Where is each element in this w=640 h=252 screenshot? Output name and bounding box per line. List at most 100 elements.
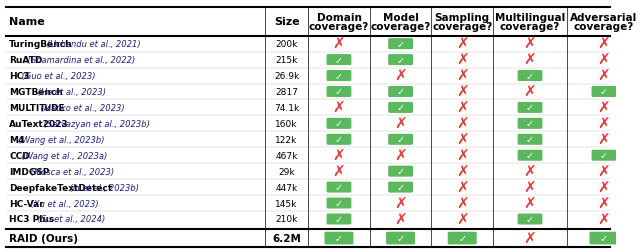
FancyBboxPatch shape bbox=[325, 233, 353, 244]
Text: ✓: ✓ bbox=[526, 119, 534, 129]
Text: (Macko et al., 2023): (Macko et al., 2023) bbox=[38, 104, 125, 112]
Text: ✗: ✗ bbox=[456, 180, 468, 195]
Text: ✓: ✓ bbox=[335, 214, 343, 224]
FancyBboxPatch shape bbox=[518, 135, 541, 145]
Text: ✓: ✓ bbox=[526, 103, 534, 113]
Text: ✗: ✗ bbox=[333, 164, 346, 179]
Text: ✓: ✓ bbox=[335, 182, 343, 192]
Text: ✓: ✓ bbox=[335, 198, 343, 208]
Text: Name: Name bbox=[9, 17, 45, 27]
FancyBboxPatch shape bbox=[327, 72, 351, 81]
Text: ✗: ✗ bbox=[598, 164, 611, 179]
Text: RuATD: RuATD bbox=[9, 56, 43, 65]
Text: ✗: ✗ bbox=[333, 37, 346, 52]
Text: 145k: 145k bbox=[275, 199, 298, 208]
Text: ✗: ✗ bbox=[394, 196, 407, 211]
Text: ✓: ✓ bbox=[458, 233, 467, 243]
Text: 74.1k: 74.1k bbox=[274, 104, 300, 112]
Text: ✓: ✓ bbox=[397, 135, 404, 145]
Text: 200k: 200k bbox=[275, 40, 298, 49]
Text: 467k: 467k bbox=[275, 151, 298, 160]
FancyBboxPatch shape bbox=[327, 214, 351, 224]
Text: coverage?: coverage? bbox=[500, 22, 560, 32]
Text: ✓: ✓ bbox=[526, 214, 534, 224]
Text: HC-Var: HC-Var bbox=[9, 199, 44, 208]
Text: ✓: ✓ bbox=[526, 71, 534, 81]
Text: (Shamardina et al., 2022): (Shamardina et al., 2022) bbox=[25, 56, 136, 65]
Text: ✗: ✗ bbox=[394, 116, 407, 131]
Text: (Su et al., 2024): (Su et al., 2024) bbox=[35, 215, 105, 224]
FancyBboxPatch shape bbox=[327, 119, 351, 129]
Text: (Sarvazyan et al., 2023b): (Sarvazyan et al., 2023b) bbox=[42, 119, 150, 128]
Text: ✗: ✗ bbox=[333, 101, 346, 115]
Text: DeepfakeTextDetect: DeepfakeTextDetect bbox=[9, 183, 113, 192]
Text: HC3: HC3 bbox=[9, 72, 29, 81]
Text: ✗: ✗ bbox=[394, 148, 407, 163]
Text: ✓: ✓ bbox=[600, 233, 608, 243]
Text: 447k: 447k bbox=[275, 183, 298, 192]
Text: ✗: ✗ bbox=[598, 196, 611, 211]
Text: 6.2M: 6.2M bbox=[272, 233, 301, 243]
Text: ✗: ✗ bbox=[456, 164, 468, 179]
FancyBboxPatch shape bbox=[327, 135, 351, 145]
FancyBboxPatch shape bbox=[387, 233, 414, 244]
Text: ✗: ✗ bbox=[524, 180, 536, 195]
Text: 122k: 122k bbox=[275, 135, 298, 144]
Text: ✗: ✗ bbox=[598, 132, 611, 147]
Text: ✓: ✓ bbox=[335, 233, 343, 243]
Text: ✓: ✓ bbox=[335, 87, 343, 97]
Text: ✓: ✓ bbox=[526, 135, 534, 145]
Text: ✗: ✗ bbox=[456, 101, 468, 115]
FancyBboxPatch shape bbox=[592, 151, 616, 161]
Text: (Uchendu et al., 2021): (Uchendu et al., 2021) bbox=[45, 40, 141, 49]
FancyBboxPatch shape bbox=[518, 119, 541, 129]
Text: CCD: CCD bbox=[9, 151, 30, 160]
Text: ✗: ✗ bbox=[456, 132, 468, 147]
Text: ✓: ✓ bbox=[600, 87, 608, 97]
FancyBboxPatch shape bbox=[327, 87, 351, 97]
Text: TuringBench: TuringBench bbox=[9, 40, 73, 49]
FancyBboxPatch shape bbox=[592, 87, 616, 97]
Text: ✗: ✗ bbox=[456, 212, 468, 227]
Text: ✗: ✗ bbox=[598, 180, 611, 195]
Text: ✓: ✓ bbox=[397, 87, 404, 97]
Text: ✗: ✗ bbox=[456, 116, 468, 131]
Text: (Mosca et al., 2023): (Mosca et al., 2023) bbox=[28, 167, 115, 176]
Text: 210k: 210k bbox=[275, 215, 298, 224]
Text: ✗: ✗ bbox=[394, 69, 407, 84]
Text: ✗: ✗ bbox=[456, 53, 468, 68]
Text: ✗: ✗ bbox=[524, 37, 536, 52]
Text: ✗: ✗ bbox=[456, 196, 468, 211]
Text: ✗: ✗ bbox=[524, 53, 536, 68]
Text: ✓: ✓ bbox=[335, 71, 343, 81]
Text: ✗: ✗ bbox=[456, 148, 468, 163]
Text: (Wang et al., 2023a): (Wang et al., 2023a) bbox=[19, 151, 107, 160]
Text: ✓: ✓ bbox=[397, 55, 404, 65]
Text: 2817: 2817 bbox=[275, 88, 298, 97]
FancyBboxPatch shape bbox=[518, 72, 541, 81]
Text: ✗: ✗ bbox=[524, 231, 536, 246]
Text: ✓: ✓ bbox=[397, 233, 404, 243]
Text: 26.9k: 26.9k bbox=[274, 72, 300, 81]
Text: ✓: ✓ bbox=[397, 167, 404, 176]
Text: (Wang et al., 2023b): (Wang et al., 2023b) bbox=[15, 135, 104, 144]
Text: (Xu et al., 2023): (Xu et al., 2023) bbox=[28, 199, 99, 208]
Text: ✓: ✓ bbox=[397, 182, 404, 192]
Text: ✗: ✗ bbox=[598, 53, 611, 68]
Text: ✗: ✗ bbox=[598, 69, 611, 84]
Text: (He et al., 2023): (He et al., 2023) bbox=[35, 88, 106, 97]
Text: ✗: ✗ bbox=[456, 37, 468, 52]
FancyBboxPatch shape bbox=[389, 55, 412, 65]
FancyBboxPatch shape bbox=[389, 182, 412, 192]
FancyBboxPatch shape bbox=[389, 87, 412, 97]
Text: ✗: ✗ bbox=[456, 69, 468, 84]
Text: ✗: ✗ bbox=[394, 212, 407, 227]
Text: HC3 Plus: HC3 Plus bbox=[9, 215, 54, 224]
Text: ✗: ✗ bbox=[598, 212, 611, 227]
Text: IMDGSP: IMDGSP bbox=[9, 167, 50, 176]
Text: 160k: 160k bbox=[275, 119, 298, 128]
Text: ✗: ✗ bbox=[333, 148, 346, 163]
Text: coverage?: coverage? bbox=[574, 22, 634, 32]
Text: MGTBench: MGTBench bbox=[9, 88, 63, 97]
FancyBboxPatch shape bbox=[389, 40, 412, 49]
